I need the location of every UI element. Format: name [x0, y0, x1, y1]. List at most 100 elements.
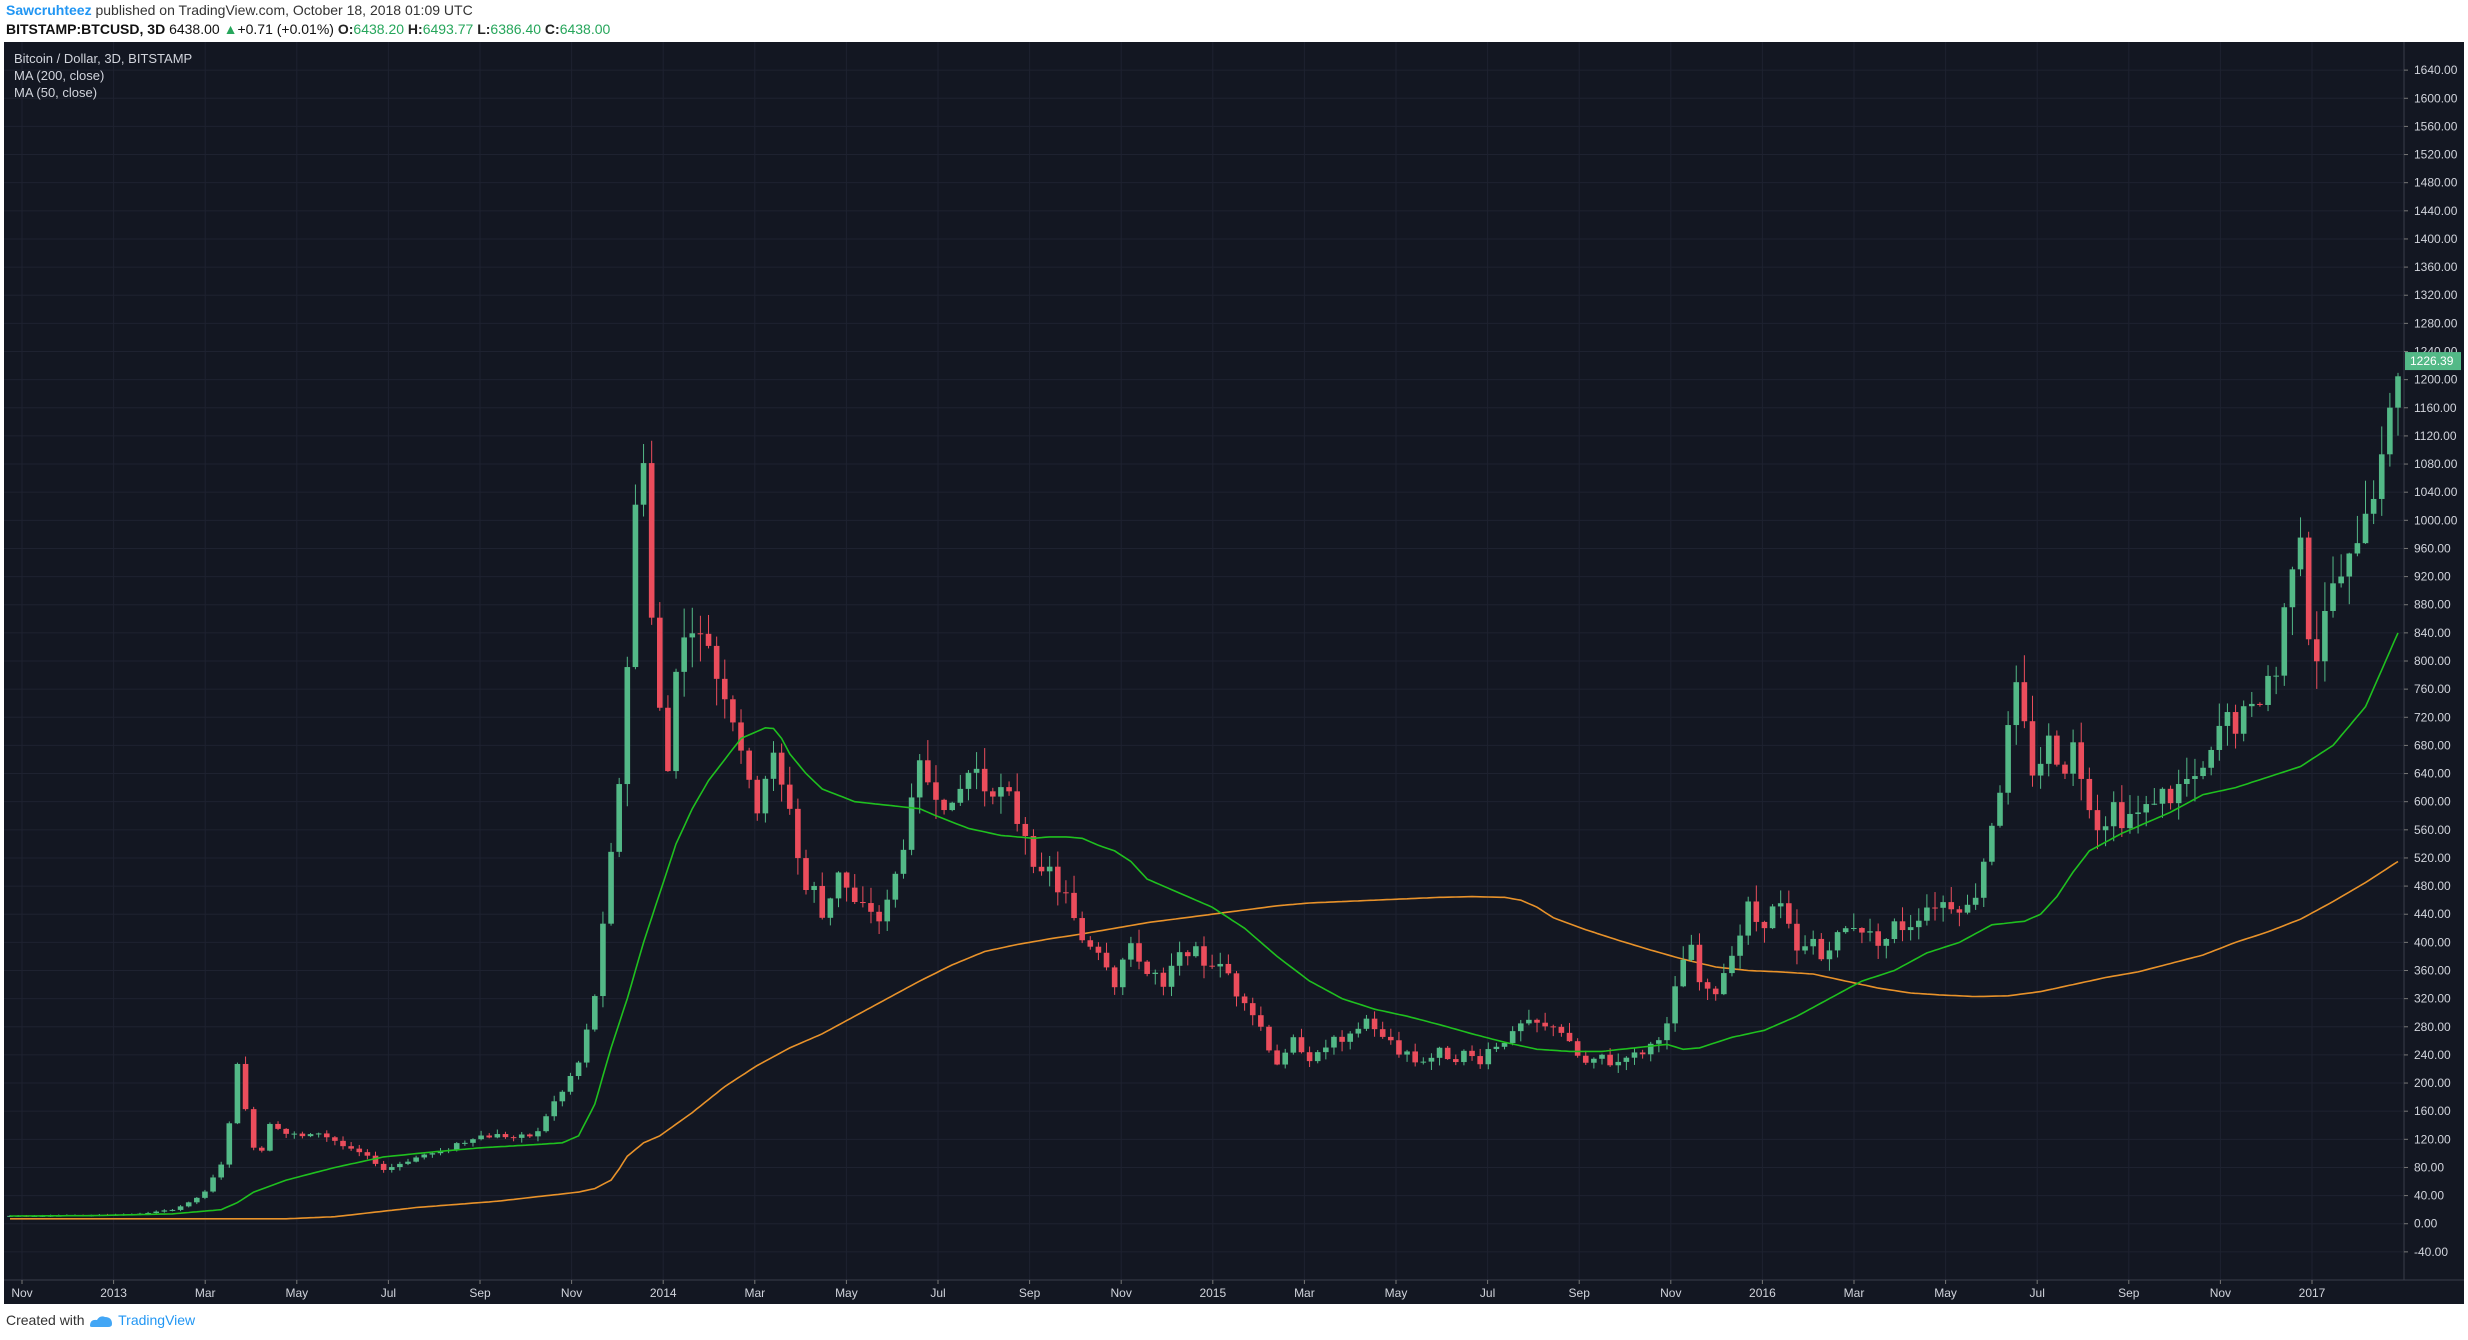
candle-body [2362, 513, 2369, 544]
candle-body [2265, 675, 2271, 705]
candle [981, 748, 988, 807]
candle [1160, 967, 1167, 996]
candle-body [1761, 921, 1768, 929]
candle [291, 1131, 298, 1139]
time-tick-label: Sep [1019, 1286, 1041, 1300]
candle [486, 1133, 493, 1139]
candle-body [1071, 892, 1077, 919]
candle [2200, 761, 2206, 780]
candle [1444, 1045, 1451, 1060]
price-tick-label: 1640.00 [2414, 63, 2458, 77]
price-chart[interactable]: 1640.00 1600.00 1560.00 1520.00 1480.00 1440.… [4, 42, 2464, 1304]
price-tick-label: 1120.00 [2414, 429, 2457, 443]
price-tick-label: 0.00 [2414, 1217, 2438, 1231]
candle [624, 656, 631, 807]
candle [307, 1133, 314, 1138]
candle [681, 608, 687, 697]
candle [2216, 703, 2223, 761]
candle [1355, 1022, 1362, 1038]
candle-body [1810, 938, 1816, 947]
price-tick-label: 40.00 [2414, 1189, 2444, 1203]
candle-body [234, 1063, 241, 1124]
price-axis: 1640.00 1600.00 1560.00 1520.00 1480.00 1440.… [2403, 42, 2464, 1304]
candle-body [819, 885, 826, 918]
candle [2240, 700, 2247, 742]
last-price-tag [2405, 352, 2461, 371]
candle-body [2119, 802, 2125, 829]
candle-body [835, 872, 842, 899]
candle [665, 695, 671, 772]
price-tick-label: 1360.00 [2414, 260, 2458, 274]
candle-body [332, 1137, 338, 1141]
candle [2305, 531, 2312, 646]
tradingview-link[interactable]: TradingView [118, 1312, 196, 1328]
publish-line: Sawcruhteez published on TradingView.com… [6, 2, 473, 18]
candle-body [348, 1146, 354, 1149]
time-tick-label: Mar [1844, 1286, 1865, 1300]
candle-body [2159, 788, 2166, 804]
candle [713, 636, 720, 706]
candle [177, 1205, 184, 1212]
price-tick-label: 1560.00 [2414, 119, 2458, 133]
time-axis: Nov 2013 Mar May Jul Sep Nov 2014 Mar May Jul Sep No… [4, 1279, 2464, 1300]
candle-body [689, 633, 696, 638]
candle-body [1850, 928, 1857, 930]
price-tick-label: 1320.00 [2414, 288, 2458, 302]
candle [616, 777, 622, 858]
candle [2086, 767, 2093, 819]
price-tick-label: 280.00 [2414, 1020, 2451, 1034]
candle [689, 607, 696, 668]
candle-body [364, 1152, 371, 1156]
candle [1639, 1049, 1646, 1059]
candle-body [1290, 1037, 1297, 1053]
candle [1006, 781, 1012, 796]
candle-body [1721, 973, 1727, 995]
candle [559, 1090, 566, 1107]
candle [1420, 1057, 1427, 1065]
candle-body [2094, 810, 2101, 831]
price-tick-label: 120.00 [2414, 1132, 2451, 1146]
candle-body [405, 1161, 411, 1164]
candle [1331, 1035, 1337, 1055]
candle-body [1323, 1047, 1329, 1053]
candle-body [1712, 988, 1719, 995]
candle [1282, 1048, 1289, 1069]
candle [356, 1144, 363, 1157]
candle [795, 798, 801, 875]
candle [1582, 1050, 1589, 1065]
candle-body [1786, 903, 1792, 924]
candle [1777, 890, 1784, 919]
candle [340, 1136, 346, 1150]
candle-body [1046, 866, 1053, 872]
price-tick-label: 240.00 [2414, 1048, 2451, 1062]
candle [1136, 929, 1142, 970]
candle [1404, 1049, 1410, 1062]
price-tick-label: 520.00 [2414, 851, 2451, 865]
candle-body [1989, 825, 1995, 862]
candle-body [559, 1091, 566, 1102]
candle-body [543, 1116, 549, 1132]
candle [567, 1072, 574, 1095]
candle-body [177, 1206, 184, 1210]
candle [2330, 556, 2336, 618]
candle [1371, 1011, 1378, 1037]
candle-body [1103, 952, 1110, 968]
candle [364, 1149, 371, 1160]
candle-body [1948, 902, 1955, 910]
author-link[interactable]: Sawcruhteez [6, 2, 92, 18]
candle-body [2127, 813, 2133, 829]
time-tick-label: Nov [1660, 1286, 1681, 1300]
candle-body [1452, 1059, 1459, 1063]
price-tick-label: 960.00 [2414, 541, 2451, 555]
candle-body [194, 1197, 200, 1203]
chart-area[interactable]: 1640.00 1600.00 1560.00 1520.00 1480.00 1440.… [4, 42, 2464, 1304]
candle-body [762, 778, 769, 814]
time-tick-label: Jul [1480, 1286, 1495, 1300]
candle-body [161, 1210, 168, 1212]
candle [1501, 1042, 1508, 1050]
price-tick-label: 880.00 [2414, 598, 2451, 612]
time-tick-label: Jul [930, 1286, 945, 1300]
price-tick-label: 680.00 [2414, 738, 2451, 752]
candle [1241, 993, 1248, 1011]
candle-body [2102, 826, 2109, 831]
